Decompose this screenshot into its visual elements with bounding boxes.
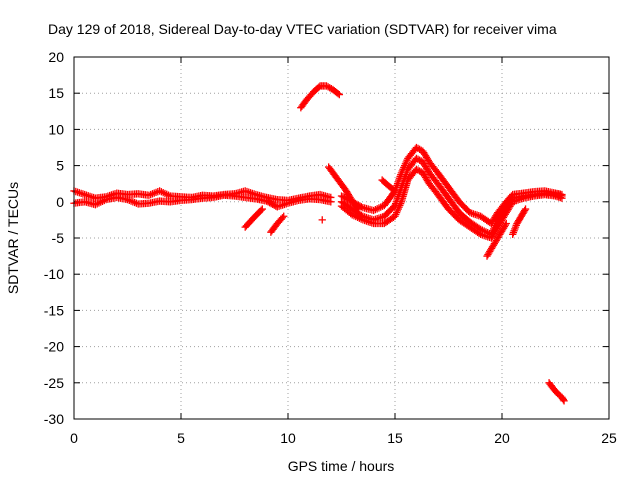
data-point-arc-11-12h	[335, 90, 344, 99]
plot-points	[70, 82, 568, 405]
y-tick-label: 10	[48, 121, 64, 137]
axis-ticks: 0 5 10 15 20 25 -30 -25 -20 -15 -10 -5 0 5 10 15 20	[44, 49, 617, 446]
y-tick-label: -20	[44, 339, 64, 355]
x-tick-label: 25	[601, 430, 617, 446]
data-point-bump-14h	[391, 187, 399, 195]
data-point-outlier	[318, 216, 326, 224]
data-point-arc-11-12h	[315, 83, 323, 91]
data-point-tail-22-23h	[560, 397, 568, 405]
data-point-dip-8h	[257, 206, 265, 214]
data-point-baseline-b	[327, 198, 335, 206]
data-point-dip-8h	[258, 205, 266, 213]
y-tick-label: -30	[44, 411, 64, 427]
data-point-bump-14h	[390, 186, 398, 194]
plot-frame	[73, 56, 610, 420]
x-tick-label: 5	[177, 430, 185, 446]
grid	[74, 57, 609, 419]
y-tick-label: 0	[56, 194, 64, 210]
y-tick-label: -5	[52, 230, 65, 246]
y-axis-label: SDTVAR / TECUs	[5, 182, 21, 294]
x-tick-label: 0	[70, 430, 78, 446]
data-point-dip-19-20h	[502, 219, 510, 228]
data-point-arc-11-12h	[334, 89, 342, 98]
y-tick-label: -10	[44, 266, 64, 282]
data-point-dip-9h	[280, 212, 288, 220]
chart-title: Day 129 of 2018, Sidereal Day-to-day VTE…	[48, 21, 557, 37]
y-tick-label: -15	[44, 302, 64, 318]
data-point-drop-12h	[353, 204, 362, 212]
x-tick-label: 10	[280, 430, 296, 446]
y-tick-label: 5	[56, 158, 64, 174]
data-point-drop-12h	[354, 205, 363, 213]
x-axis-label: GPS time / hours	[288, 458, 395, 474]
x-tick-label: 20	[494, 430, 510, 446]
y-tick-label: -25	[44, 375, 64, 391]
y-tick-label: 20	[48, 49, 64, 65]
data-point-tail-22-23h	[559, 396, 567, 404]
y-tick-label: 15	[48, 85, 64, 101]
data-point-afternoon-envelope-lower	[558, 194, 566, 202]
x-tick-label: 15	[387, 430, 403, 446]
data-point-dip-20h	[521, 205, 530, 213]
